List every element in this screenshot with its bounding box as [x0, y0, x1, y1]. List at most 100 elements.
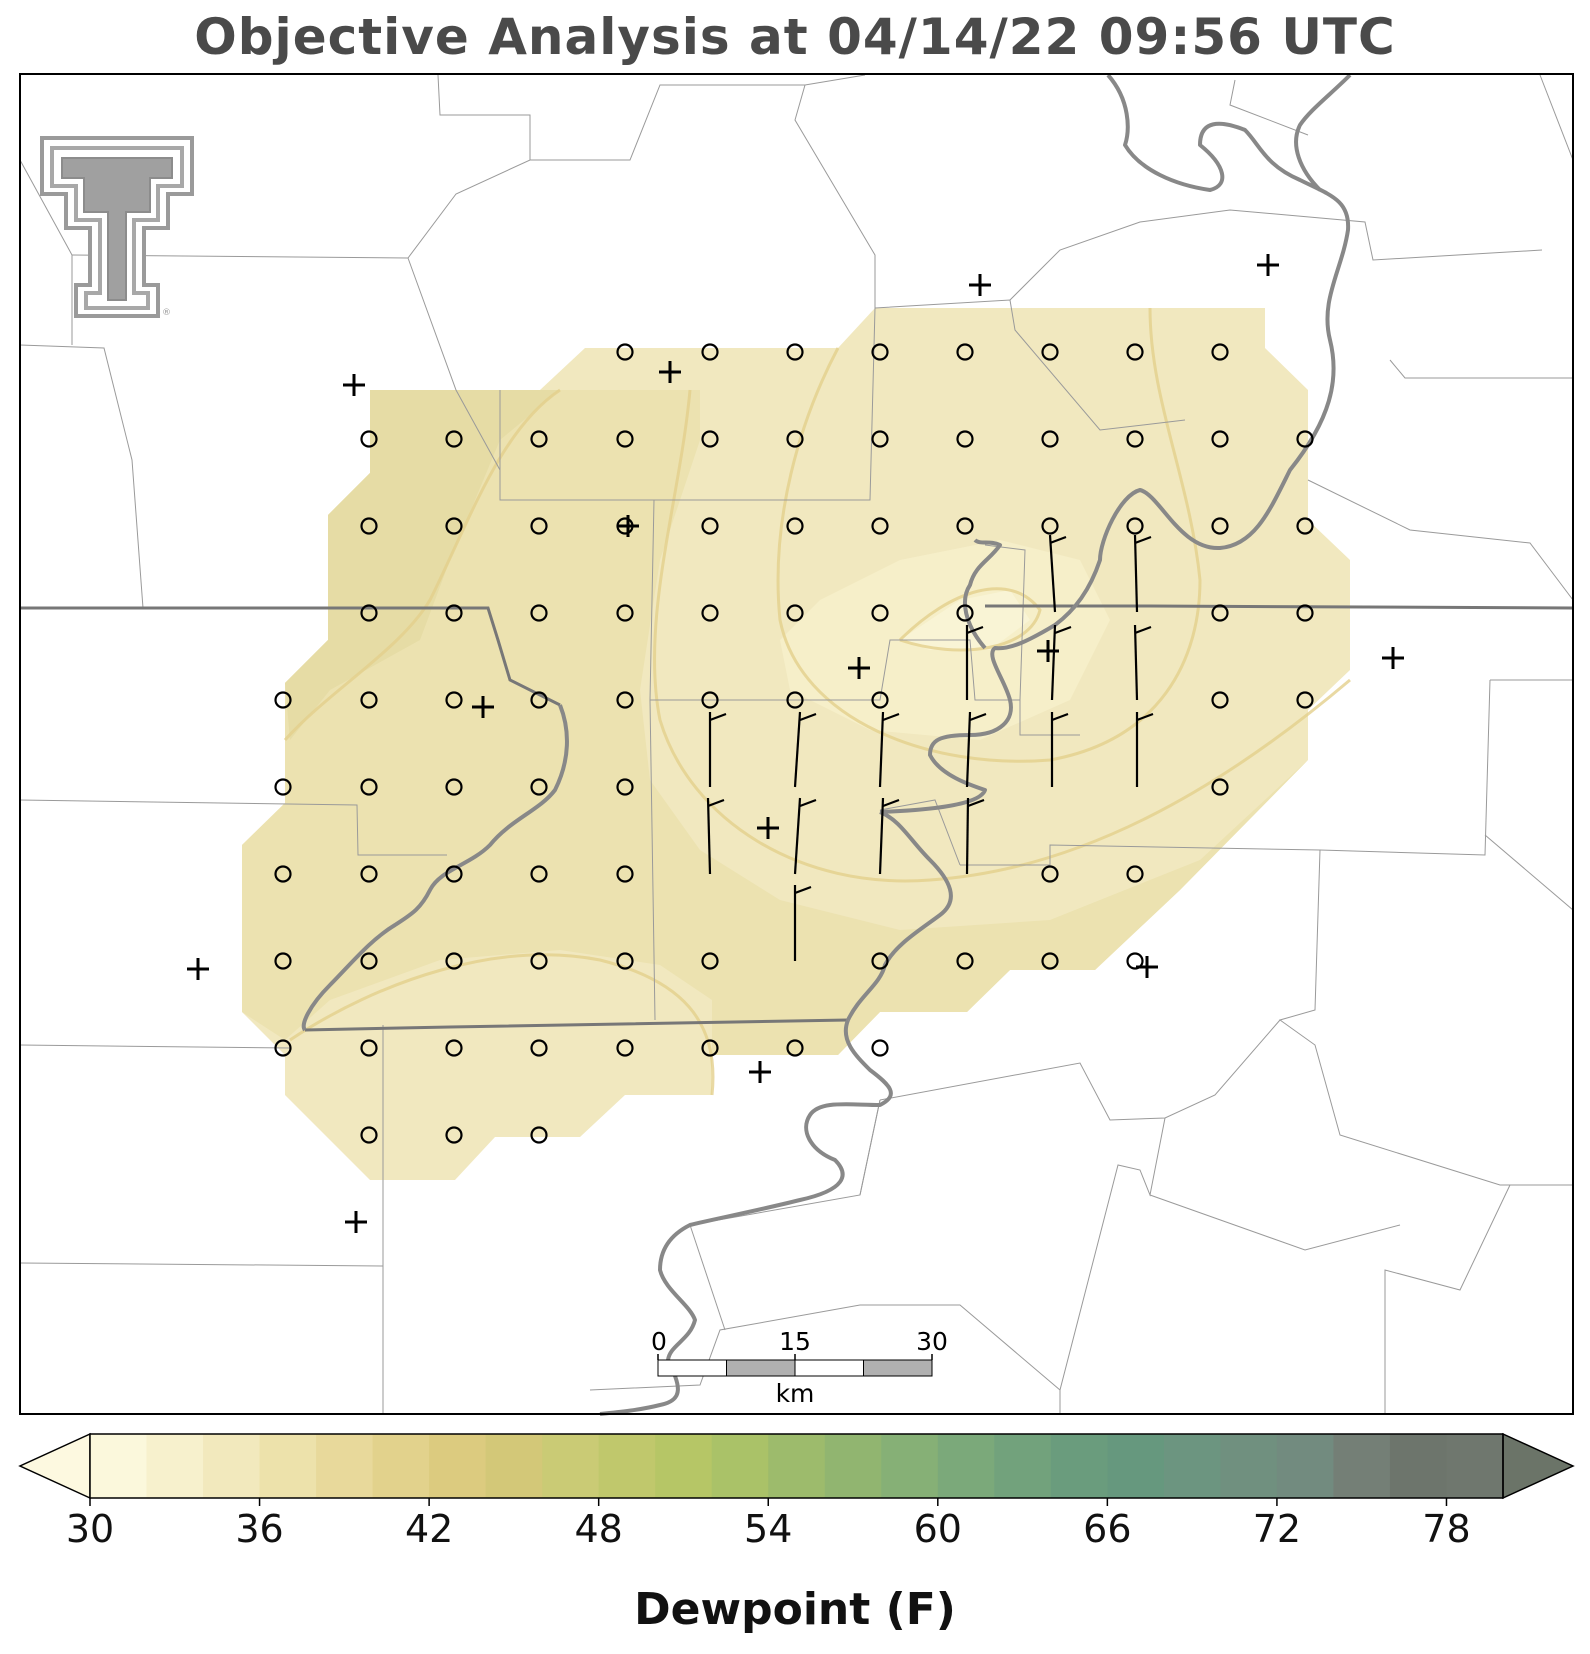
calm-wind-circle	[530, 517, 548, 535]
scale-bar: 0 15 30 km	[651, 1327, 948, 1408]
calm-wind-circle	[1041, 430, 1059, 448]
county-line	[859, 1099, 881, 1196]
wind-barb	[793, 797, 817, 875]
calm-wind-circle	[786, 1039, 804, 1057]
calm-wind-circle	[360, 865, 378, 883]
colorbar-bin	[146, 1434, 204, 1498]
calm-wind-circle	[616, 865, 634, 883]
calm-wind-circle	[616, 604, 634, 622]
county-line	[689, 1099, 881, 1226]
calm-wind-circle	[956, 430, 974, 448]
county-line	[1278, 849, 1573, 1186]
calm-wind-circle	[956, 604, 974, 622]
colorbar-tick-label: 60	[914, 1507, 962, 1551]
field-west-lobe	[285, 390, 560, 740]
calm-wind-circle	[530, 430, 548, 448]
county-line	[1009, 209, 1543, 301]
observation-sites	[187, 254, 1404, 1233]
calm-wind-circle	[956, 517, 974, 535]
county-line	[689, 1224, 726, 1331]
calm-wind-circle	[445, 952, 463, 970]
field-west-core	[242, 390, 1308, 1055]
map-title: Objective Analysis at 04/14/22 09:56 UTC	[194, 8, 1396, 66]
logo-middle	[50, 146, 184, 310]
calm-wind-circle	[445, 1126, 463, 1144]
colorbar-bin	[655, 1434, 713, 1498]
wind-barb	[965, 625, 984, 700]
calm-wind-circle	[616, 430, 634, 448]
calm-wind-circle	[871, 1039, 889, 1057]
calm-wind-circle	[360, 952, 378, 970]
calm-wind-stations	[274, 343, 1314, 1144]
wind-barb-staff	[878, 797, 885, 875]
colorbar-tick-label: 78	[1422, 1507, 1470, 1551]
calm-wind-circle	[616, 691, 634, 709]
wind-barb-flag	[882, 712, 900, 722]
county-line	[879, 799, 961, 866]
colorbar-tick-label: 36	[235, 1507, 283, 1551]
wind-barb	[706, 797, 725, 875]
calm-wind-circle	[360, 604, 378, 622]
calm-wind-circle	[530, 865, 548, 883]
calm-wind-circle	[1211, 691, 1229, 709]
calm-wind-circle	[616, 778, 634, 796]
wind-barb-staff	[1048, 534, 1057, 613]
colorbar-bin	[1050, 1434, 1108, 1498]
wind-barb-flag	[1054, 625, 1072, 635]
colorbar-bin	[542, 1434, 600, 1498]
county-line	[19, 1262, 384, 1267]
calm-wind-circle	[1296, 691, 1314, 709]
wind-barb	[1133, 624, 1152, 701]
calm-wind-circle	[530, 1039, 548, 1057]
calm-wind-circle	[445, 1039, 463, 1057]
calm-wind-circle	[616, 343, 634, 361]
wind-barb	[965, 797, 985, 875]
calm-wind-circle	[701, 517, 719, 535]
colorbar-bin	[711, 1434, 769, 1498]
calm-wind-circle	[616, 952, 634, 970]
calm-wind-circle	[530, 1126, 548, 1144]
colorbar-bin	[429, 1434, 487, 1498]
colorbar-label: Dewpoint (F)	[634, 1584, 956, 1635]
texas-tech-logo: ®	[40, 136, 194, 318]
calm-wind-circle	[1041, 343, 1059, 361]
colorbar-bin	[598, 1434, 656, 1498]
calm-wind-circle	[786, 343, 804, 361]
colorbar-bin	[259, 1434, 317, 1498]
contour-line	[898, 587, 1042, 652]
river-line	[879, 73, 1351, 814]
colorbar-bin	[316, 1434, 374, 1498]
colorbar-bin	[1333, 1434, 1391, 1498]
wind-barb-staff	[793, 711, 802, 788]
calm-wind-circle	[616, 1039, 634, 1057]
river-line	[301, 704, 569, 1032]
wind-barb-flag	[1049, 535, 1067, 545]
colorbar-tick-label: 66	[1083, 1507, 1131, 1551]
colorbar-bin	[994, 1434, 1052, 1498]
state-line-north-east	[985, 604, 1574, 610]
calm-wind-circle	[1126, 343, 1144, 361]
calm-wind-circle	[1126, 517, 1144, 535]
calm-wind-circle	[274, 865, 292, 883]
contour-line	[653, 389, 1351, 883]
calm-wind-circle	[701, 952, 719, 970]
calm-wind-circle	[786, 430, 804, 448]
state-line-south	[304, 1018, 849, 1032]
calm-wind-circle	[871, 430, 889, 448]
colorbar-bin	[1163, 1434, 1221, 1498]
calm-wind-circle	[1211, 343, 1229, 361]
county-line	[1539, 74, 1574, 161]
county-line	[19, 1044, 291, 1049]
colorbar-bin	[203, 1434, 261, 1498]
scale-tick-label: 15	[779, 1327, 811, 1356]
county-line	[960, 679, 1491, 866]
wind-barb-staff	[1050, 624, 1057, 701]
county-line	[437, 74, 531, 160]
calm-wind-circle	[786, 691, 804, 709]
county-line	[1059, 1117, 1166, 1414]
colorbar: 30 36 42 48 54 60 66 72 78	[18, 1432, 1575, 1551]
contour-line	[776, 307, 1202, 763]
wind-barb	[793, 885, 812, 961]
colorbar-bin	[937, 1434, 995, 1498]
wind-barb	[878, 797, 900, 875]
